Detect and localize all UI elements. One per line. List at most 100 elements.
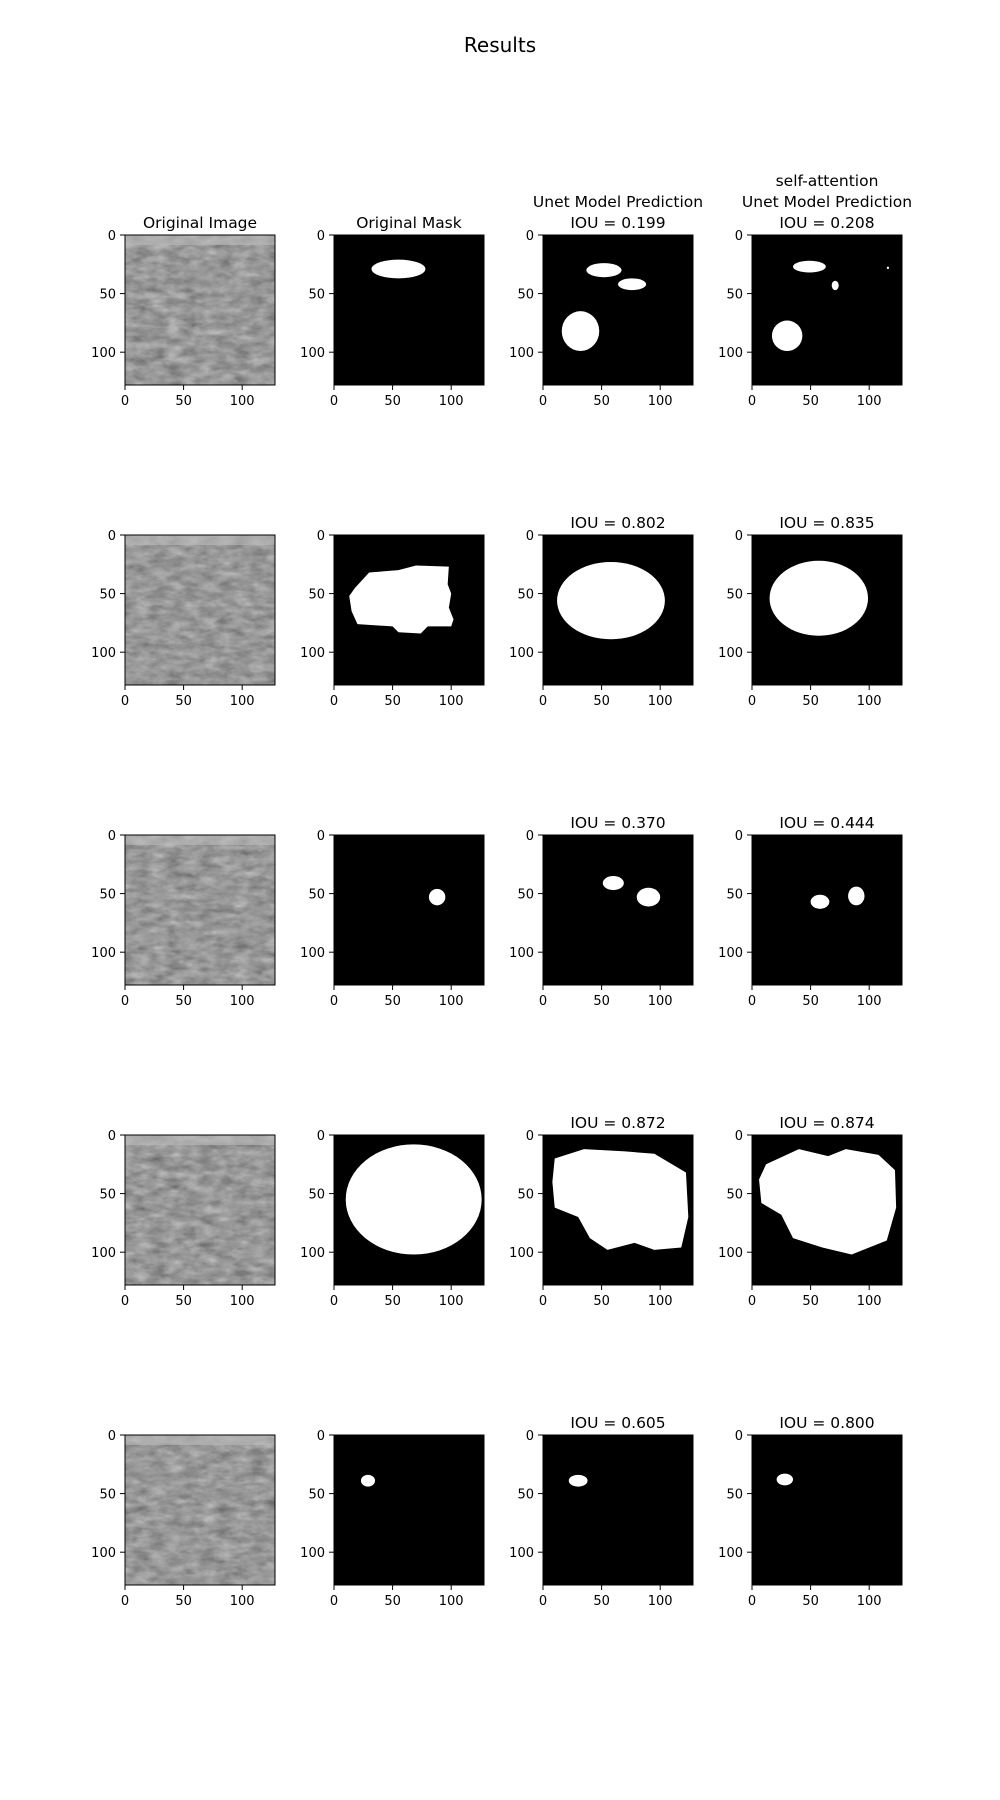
figure-title: Results (464, 33, 536, 57)
iou-label: IOU = 0.800 (779, 1414, 874, 1432)
y-tick-label: 0 (317, 1129, 325, 1144)
panel-r4-c4: 0 50 100 0 50 100 IOU = 0.874 (718, 1114, 903, 1309)
mask-regions (561, 263, 647, 352)
y-tick-label: 0 (317, 829, 325, 844)
x-tick-label: 50 (593, 694, 610, 709)
x-tick-label: 50 (802, 1594, 819, 1609)
y-tick-label: 50 (517, 888, 534, 903)
axes-frame (333, 1134, 485, 1286)
x-tick-label: 0 (121, 1294, 129, 1309)
panel-r1-c3: 0 50 100 0 50 100 Unet Model Prediction IOU = 0… (509, 193, 703, 409)
x-tick-label: 50 (384, 1594, 401, 1609)
y-tick-label: 0 (526, 529, 534, 544)
mask-background (752, 835, 902, 985)
x-tick-label: 0 (748, 1594, 756, 1609)
axes-frame (751, 1434, 903, 1586)
mask-region (776, 1473, 794, 1486)
x-tick-label: 0 (748, 994, 756, 1009)
axes-frame (751, 234, 903, 386)
x-tick-label: 50 (802, 694, 819, 709)
y-tick-label: 50 (726, 888, 743, 903)
y-tick-label: 50 (726, 288, 743, 303)
mask-background (334, 235, 484, 385)
y-tick-label: 50 (308, 588, 325, 603)
x-tick-label: 100 (857, 394, 882, 409)
x-tick-label: 100 (230, 1594, 255, 1609)
y-tick-label: 100 (509, 946, 534, 961)
mask-regions (568, 1474, 588, 1487)
x-tick-label: 0 (330, 1594, 338, 1609)
y-tick-label: 0 (735, 229, 743, 244)
x-tick-label: 0 (121, 1594, 129, 1609)
x-tick-label: 0 (539, 694, 547, 709)
x-tick-label: 100 (857, 1594, 882, 1609)
panel-r4-c1: 0 50 100 0 50 100 (91, 1129, 276, 1309)
mask-regions (810, 886, 865, 909)
y-tick-label: 0 (526, 829, 534, 844)
y-tick-label: 100 (91, 1546, 116, 1561)
y-tick-label: 100 (91, 346, 116, 361)
mask-region (602, 876, 624, 891)
y-tick-label: 50 (726, 588, 743, 603)
axes-frame (542, 534, 694, 686)
y-tick-label: 50 (517, 288, 534, 303)
axes-frame (124, 1434, 276, 1586)
ultrasound-skin-layer (125, 535, 275, 545)
y-tick-label: 0 (735, 529, 743, 544)
x-tick-label: 0 (539, 994, 547, 1009)
x-tick-label: 50 (593, 1294, 610, 1309)
ultrasound-texture (125, 1435, 275, 1585)
y-tick-label: 100 (718, 346, 743, 361)
iou-label: IOU = 0.208 (779, 214, 874, 232)
axes-frame (333, 534, 485, 686)
y-tick-label: 0 (735, 829, 743, 844)
iou-label: IOU = 0.802 (570, 514, 665, 532)
mask-regions (771, 260, 890, 352)
axes-frame (124, 234, 276, 386)
column-header: Original Mask (356, 214, 462, 232)
mask-background (752, 235, 902, 385)
mask-background (543, 235, 693, 385)
x-tick-label: 50 (802, 394, 819, 409)
y-tick-label: 0 (526, 1129, 534, 1144)
mask-regions (349, 565, 454, 634)
ultrasound-skin-layer (125, 235, 275, 245)
y-tick-label: 0 (526, 1429, 534, 1444)
axes-frame (751, 1134, 903, 1286)
axes-frame (542, 1434, 694, 1586)
x-tick-label: 0 (748, 394, 756, 409)
y-tick-label: 0 (108, 1129, 116, 1144)
y-tick-label: 50 (726, 1488, 743, 1503)
panel-r4-c2: 0 50 100 0 50 100 (300, 1129, 485, 1309)
axes-frame (751, 834, 903, 986)
y-tick-label: 100 (509, 646, 534, 661)
mask-region (810, 894, 830, 909)
y-tick-label: 100 (91, 646, 116, 661)
y-tick-label: 100 (718, 646, 743, 661)
y-tick-label: 50 (517, 1488, 534, 1503)
axes-frame (333, 234, 485, 386)
mask-region (771, 320, 803, 352)
axes-frame (333, 1434, 485, 1586)
y-tick-label: 50 (99, 588, 116, 603)
x-tick-label: 0 (539, 1294, 547, 1309)
x-tick-label: 50 (384, 694, 401, 709)
panel-grid: 0 50 100 0 50 100 Original Image 0 50 100 0 50 100 Or… (91, 172, 912, 1609)
x-tick-label: 50 (175, 694, 192, 709)
mask-background (334, 1435, 484, 1585)
x-tick-label: 50 (802, 1294, 819, 1309)
y-tick-label: 0 (317, 529, 325, 544)
y-tick-label: 0 (317, 1429, 325, 1444)
x-tick-label: 100 (648, 1594, 673, 1609)
ultrasound-texture (125, 1135, 275, 1285)
panel-r1-c4: 0 50 100 0 50 100 self-attention Unet Model Pre… (718, 172, 912, 409)
x-tick-label: 100 (857, 1294, 882, 1309)
panel-r3-c1: 0 50 100 0 50 100 (91, 829, 276, 1009)
y-tick-label: 50 (517, 588, 534, 603)
mask-region (636, 887, 661, 907)
mask-region (618, 278, 647, 291)
mask-region (552, 1149, 689, 1250)
axes-frame (333, 834, 485, 986)
x-tick-label: 100 (230, 1294, 255, 1309)
ultrasound-skin-layer (125, 1135, 275, 1145)
